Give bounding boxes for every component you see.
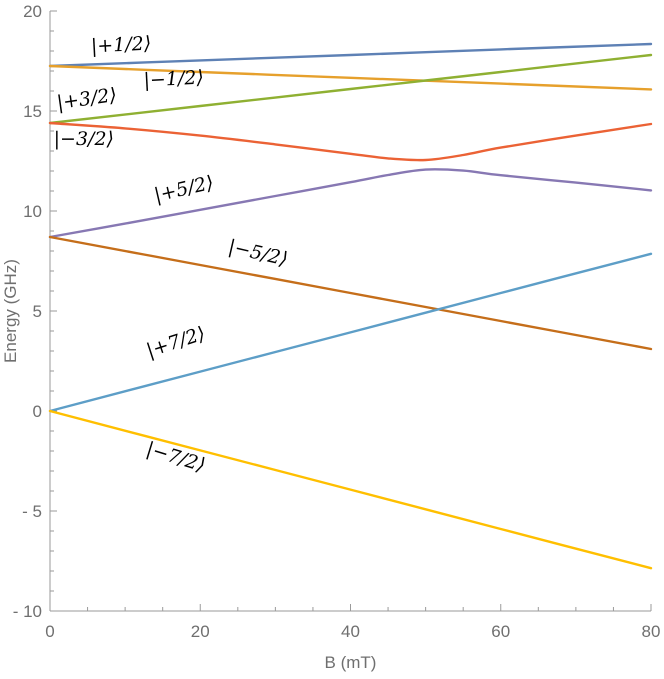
series-line-1: [48, 42, 653, 68]
state-label: |+5/2⟩: [152, 172, 216, 207]
x-tick-label: 20: [191, 622, 210, 641]
state-label: |+3/2⟩: [55, 84, 118, 114]
x-tick-label: 40: [341, 622, 360, 641]
x-tick-label: 80: [642, 622, 661, 641]
y-tick-label: 0: [33, 402, 42, 421]
y-tick-label: - 5: [22, 502, 42, 521]
series-line-2: [48, 64, 653, 91]
y-tick-label: 5: [33, 302, 42, 321]
x-tick-label: 0: [45, 622, 54, 641]
y-axis-title: Energy (GHz): [1, 259, 20, 363]
state-label: |−1/2⟩: [143, 66, 204, 91]
state-label: |+7/2⟩: [144, 323, 208, 363]
series-line-3: [48, 53, 653, 125]
x-tick-label: 60: [491, 622, 510, 641]
series-line-7: [48, 252, 653, 413]
y-tick-label: - 10: [13, 602, 42, 621]
state-label: |−5/2⟩: [226, 236, 290, 271]
series-line-5: [48, 168, 653, 239]
y-tick-label: 10: [23, 202, 42, 221]
state-label: |+1/2⟩: [90, 32, 151, 57]
state-label: |−3/2⟩: [54, 128, 114, 150]
y-tick-label: 20: [23, 2, 42, 21]
series-line-4: [48, 121, 653, 162]
series-line-6: [48, 235, 653, 351]
axes: 0 20 40 60 80 - 10 - 5 0 5 10 15 20: [13, 2, 661, 641]
series-line-8: [48, 409, 653, 570]
y-tick-label: 15: [23, 102, 42, 121]
x-axis-title: B (mT): [325, 653, 377, 672]
series-lines: [48, 42, 653, 570]
